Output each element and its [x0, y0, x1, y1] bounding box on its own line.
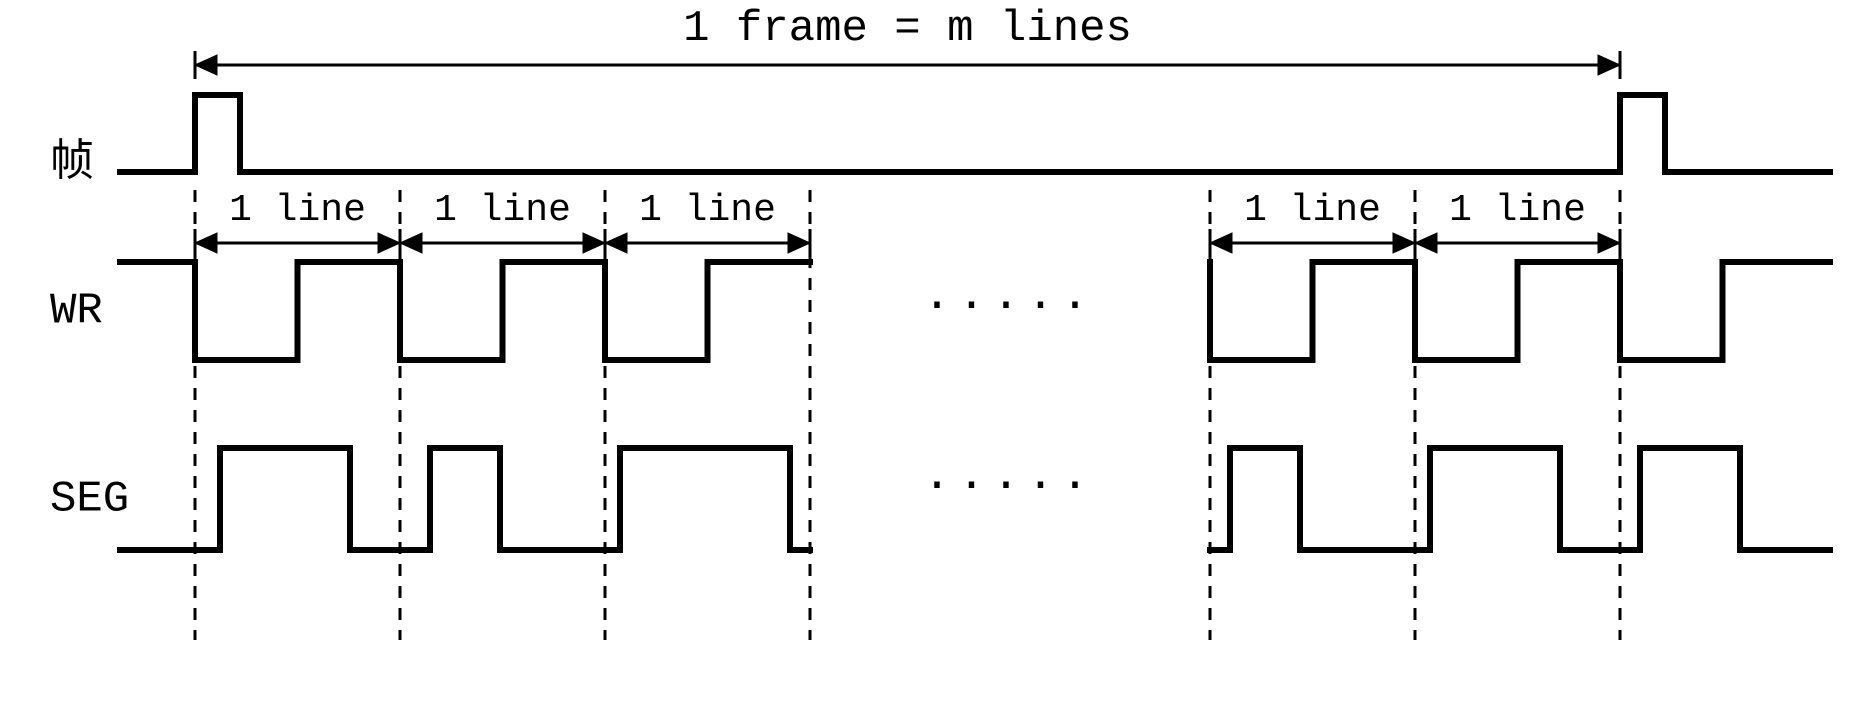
wr-signal-left	[120, 262, 810, 360]
line-label: 1 line	[434, 189, 571, 232]
stroke	[788, 233, 810, 253]
stroke	[1598, 233, 1620, 253]
stroke	[195, 55, 217, 75]
line-label: 1 line	[1449, 189, 1586, 232]
stroke	[195, 233, 217, 253]
stroke	[1415, 233, 1437, 253]
stroke	[1210, 233, 1232, 253]
dots-wr: ·····	[924, 280, 1096, 331]
dots-seg: ·····	[924, 460, 1096, 511]
label-seg: SEG	[50, 475, 129, 525]
wr-signal-right	[1210, 262, 1830, 360]
line-label: 1 line	[229, 189, 366, 232]
stroke	[583, 233, 605, 253]
seg-signal-right	[1210, 448, 1830, 550]
stroke	[400, 233, 422, 253]
seg-signal-left	[120, 448, 810, 550]
title-frame: 1 frame = m lines	[683, 4, 1132, 54]
stroke	[605, 233, 627, 253]
label-wr: WR	[50, 287, 103, 337]
line-label: 1 line	[1244, 189, 1381, 232]
stroke	[1393, 233, 1415, 253]
label-frame: 帧	[50, 137, 94, 189]
stroke	[1598, 55, 1620, 75]
stroke	[378, 233, 400, 253]
line-label: 1 line	[639, 189, 776, 232]
frame-signal	[120, 95, 1830, 172]
